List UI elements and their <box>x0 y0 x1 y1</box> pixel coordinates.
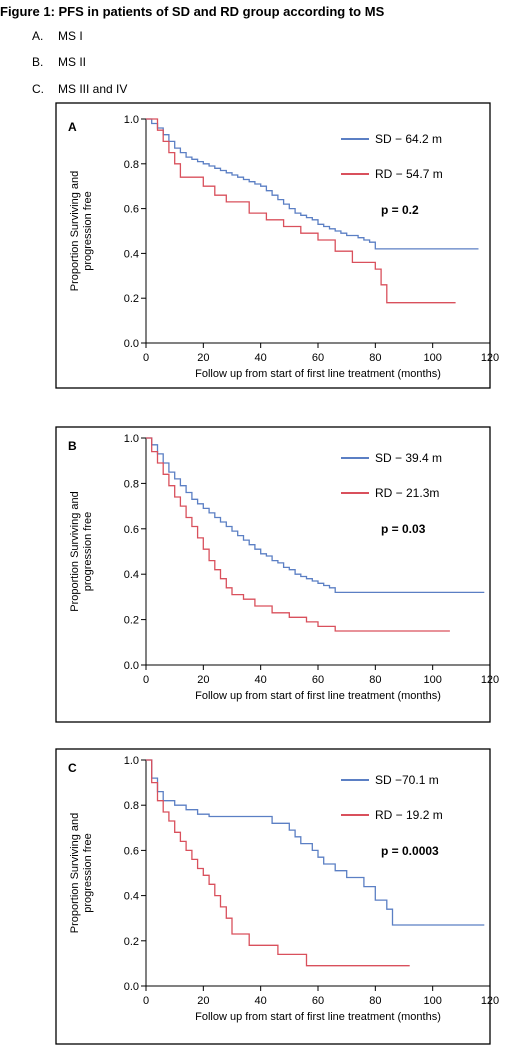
panel-b: B 0.0 0.2 0.4 0.6 0.8 1.0 0 20 40 60 80 100 120 Follow… <box>55 426 499 723</box>
legend-label-rd: RD − 21.3m <box>375 486 439 500</box>
y-tick-label: 1.0 <box>124 755 139 767</box>
series-sd-line <box>146 118 479 250</box>
series-sd-line <box>146 759 485 926</box>
x-tick-label: 80 <box>369 674 381 686</box>
x-tick-label: 60 <box>312 352 324 364</box>
x-tick-label: 100 <box>423 674 441 686</box>
y-tick-label: 1.0 <box>124 433 139 445</box>
x-tick-label: 100 <box>423 995 441 1007</box>
x-tick-label: 40 <box>255 674 267 686</box>
x-axis-label: Follow up from start of first line treat… <box>195 690 441 702</box>
y-tick-label: 0.6 <box>124 845 139 857</box>
legend-label-sd: SD − 39.4 m <box>375 451 442 465</box>
x-tick-label: 40 <box>255 995 267 1007</box>
y-tick-label: 0.2 <box>124 615 139 627</box>
y-tick-label: 0.0 <box>124 338 139 350</box>
legend-label-rd: RD − 19.2 m <box>375 808 443 822</box>
caption-c-letter: C. <box>32 82 44 96</box>
y-tick-label: 0.6 <box>124 524 139 536</box>
x-tick-label: 0 <box>143 995 149 1007</box>
panel-label: C <box>68 761 77 775</box>
y-tick-label: 0.4 <box>124 569 139 581</box>
x-tick-label: 100 <box>423 352 441 364</box>
y-tick-label: 0.8 <box>124 159 139 171</box>
x-tick-label: 0 <box>143 674 149 686</box>
x-tick-label: 120 <box>481 674 499 686</box>
x-tick-label: 80 <box>369 995 381 1007</box>
p-value: p = 0.0003 <box>381 844 439 858</box>
panel-c: C 0.0 0.2 0.4 0.6 0.8 1.0 0 20 40 60 80 100 120 Follow… <box>55 748 499 1045</box>
x-tick-label: 120 <box>481 352 499 364</box>
p-value: p = 0.03 <box>381 522 426 536</box>
x-axis-label: Follow up from start of first line treat… <box>195 1011 441 1023</box>
series-rd-line <box>146 759 410 967</box>
panel-frame <box>55 748 491 1045</box>
x-tick-label: 60 <box>312 674 324 686</box>
y-tick-label: 0.4 <box>124 891 139 903</box>
x-tick-label: 80 <box>369 352 381 364</box>
y-axis-label: Proportion Surviving andprogression free <box>69 813 94 933</box>
caption-b-text: MS II <box>58 55 87 69</box>
caption-c: C. MS III and IV <box>32 82 127 96</box>
y-tick-label: 0.0 <box>124 981 139 993</box>
panel-frame <box>55 426 491 723</box>
x-tick-label: 20 <box>197 674 209 686</box>
series-sd-line <box>146 437 485 594</box>
panel-frame <box>55 102 491 389</box>
panel-label: B <box>68 439 77 453</box>
p-value: p = 0.2 <box>381 203 419 217</box>
series-rd-line <box>146 437 450 632</box>
y-tick-label: 0.6 <box>124 204 139 216</box>
y-axis-label: Proportion Surviving andprogression free <box>69 491 94 611</box>
caption-c-text: MS III and IV <box>58 82 128 96</box>
y-tick-label: 0.0 <box>124 660 139 672</box>
x-tick-label: 20 <box>197 352 209 364</box>
x-tick-label: 120 <box>481 995 499 1007</box>
y-tick-label: 0.2 <box>124 936 139 948</box>
legend-label-rd: RD − 54.7 m <box>375 167 443 181</box>
series-rd-line <box>146 118 456 304</box>
caption-b: B. MS II <box>32 55 86 69</box>
x-tick-label: 60 <box>312 995 324 1007</box>
y-tick-label: 0.8 <box>124 478 139 490</box>
figure-title: Figure 1: PFS in patients of SD and RD g… <box>0 4 385 19</box>
y-tick-label: 0.4 <box>124 248 139 260</box>
x-tick-label: 40 <box>255 352 267 364</box>
y-tick-label: 0.2 <box>124 293 139 305</box>
panel-a: A 0.0 0.2 0.4 0.6 0.8 1.0 0 20 40 60 80 100 120 Follow… <box>55 102 499 389</box>
caption-a: A. MS I <box>32 29 83 43</box>
caption-b-letter: B. <box>32 55 44 69</box>
x-tick-label: 0 <box>143 352 149 364</box>
legend-label-sd: SD − 64.2 m <box>375 132 442 146</box>
x-axis-label: Follow up from start of first line treat… <box>195 368 441 380</box>
caption-a-text: MS I <box>58 29 83 43</box>
y-axis-label: Proportion Surviving andprogression free <box>69 171 94 291</box>
y-tick-label: 0.8 <box>124 800 139 812</box>
x-tick-label: 20 <box>197 995 209 1007</box>
y-tick-label: 1.0 <box>124 114 139 126</box>
caption-a-letter: A. <box>32 29 44 43</box>
legend-label-sd: SD −70.1 m <box>375 773 439 787</box>
panel-label: A <box>68 120 77 134</box>
